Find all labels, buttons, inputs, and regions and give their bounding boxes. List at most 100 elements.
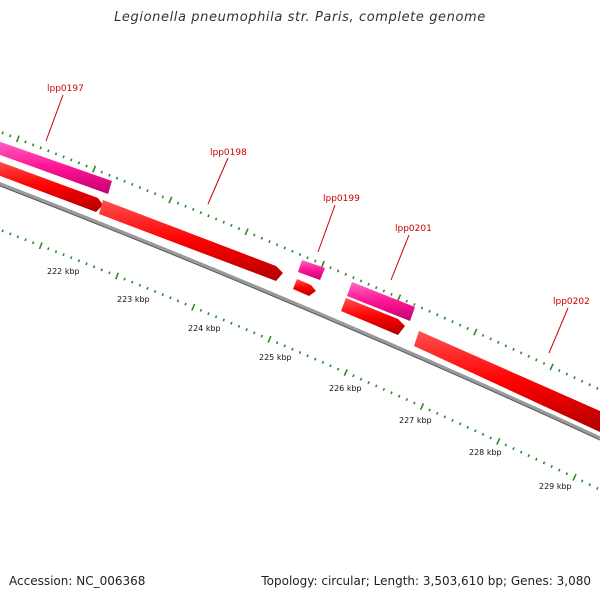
inner-minor-tick	[550, 464, 553, 469]
outer-minor-tick	[192, 207, 195, 211]
gene-label-lpp0202[interactable]: lpp0202	[553, 297, 590, 307]
gene-lpp0200-arrow[interactable]	[293, 279, 316, 296]
inner-minor-tick	[169, 296, 172, 300]
inner-minor-tick	[138, 283, 142, 287]
outer-minor-tick	[1, 131, 4, 135]
gene-lpp0198-arrow[interactable]	[99, 200, 283, 281]
gene-label-lpp0199[interactable]: lpp0199	[323, 194, 360, 204]
outer-minor-tick	[588, 383, 592, 387]
gene-label-lpp0197[interactable]: lpp0197	[47, 84, 84, 94]
inner-minor-tick	[260, 334, 264, 338]
kbp-label-227: 227 kbp	[399, 416, 432, 425]
outer-minor-tick	[512, 347, 515, 351]
outer-minor-tick	[344, 272, 348, 276]
outer-minor-tick	[214, 217, 218, 221]
outer-minor-tick	[77, 161, 81, 165]
outer-minor-tick	[458, 323, 462, 327]
inner-minor-tick	[70, 256, 73, 260]
outer-minor-tick	[31, 143, 35, 147]
outer-minor-tick	[252, 233, 256, 237]
outer-minor-tick	[260, 236, 264, 240]
inner-minor-tick	[222, 318, 226, 322]
inner-minor-tick	[275, 341, 279, 345]
inner-minor-tick	[245, 328, 248, 332]
outer-minor-tick	[153, 192, 157, 196]
outer-minor-tick	[85, 164, 88, 168]
outer-minor-tick	[47, 149, 50, 153]
inner-minor-tick	[291, 347, 294, 351]
inner-minor-tick	[504, 443, 508, 447]
inner-minor-tick	[596, 486, 599, 490]
gene-lpp0201-arrow[interactable]	[347, 282, 415, 321]
outer-minor-tick	[359, 279, 363, 283]
outer-minor-tick	[580, 379, 584, 383]
inner-minor-tick	[24, 238, 27, 242]
outer-major-tick	[15, 135, 20, 143]
inner-minor-tick	[62, 253, 65, 257]
inner-minor-tick	[237, 324, 241, 328]
inner-minor-tick	[16, 235, 20, 239]
outer-minor-tick	[481, 333, 485, 337]
gene-lpp0201b-arrow[interactable]	[341, 298, 405, 335]
inner-minor-tick	[184, 302, 187, 306]
inner-minor-tick	[382, 387, 386, 391]
inner-minor-tick	[519, 450, 523, 454]
outer-minor-tick	[161, 195, 164, 199]
outer-minor-tick	[367, 282, 370, 286]
outer-major-tick	[244, 228, 249, 236]
inner-minor-tick	[207, 312, 210, 316]
gene-label-lpp0198[interactable]: lpp0198	[210, 148, 247, 158]
outer-major-tick	[396, 294, 402, 302]
outer-minor-tick	[115, 176, 119, 180]
outer-minor-tick	[62, 155, 65, 159]
inner-minor-tick	[466, 425, 470, 429]
outer-minor-tick	[428, 309, 431, 313]
gene-lpp0196-arrow[interactable]	[0, 160, 103, 212]
inner-major-tick	[38, 242, 43, 250]
outer-minor-tick	[9, 134, 12, 138]
genome-backbone	[0, 182, 600, 440]
inner-minor-tick	[153, 289, 157, 294]
outer-minor-tick	[306, 256, 309, 260]
inner-minor-tick	[435, 411, 439, 415]
inner-minor-tick	[31, 241, 35, 245]
inner-minor-tick	[352, 374, 355, 378]
inner-minor-tick	[451, 418, 454, 422]
outer-minor-tick	[70, 158, 73, 162]
gene-lpp0199-arrow[interactable]	[298, 260, 325, 280]
outer-major-tick	[549, 363, 554, 371]
kbp-label-222: 222 kbp	[47, 267, 80, 276]
inner-minor-tick	[85, 262, 88, 266]
inner-minor-tick	[580, 479, 584, 483]
outer-major-tick	[473, 328, 478, 336]
outer-minor-tick	[405, 299, 409, 303]
gene-label-lpp0201[interactable]: lpp0201	[395, 224, 432, 234]
outer-minor-tick	[176, 201, 180, 205]
gene-lpp0202-arrow[interactable]	[414, 331, 600, 432]
outer-minor-tick	[596, 386, 599, 390]
outer-minor-tick	[291, 249, 294, 253]
gene-lpp0197-arrow[interactable]	[0, 140, 112, 194]
outer-minor-tick	[123, 179, 126, 183]
inner-minor-tick	[527, 454, 531, 458]
inner-minor-tick	[9, 232, 12, 236]
outer-minor-tick	[443, 316, 447, 320]
outer-minor-tick	[230, 223, 233, 227]
outer-minor-tick	[39, 146, 42, 150]
kbp-label-223: 223 kbp	[117, 295, 150, 304]
outer-minor-tick	[222, 220, 226, 224]
outer-minor-tick	[504, 344, 508, 348]
outer-minor-tick	[184, 204, 187, 208]
outer-major-tick	[320, 260, 326, 268]
outer-minor-tick	[329, 266, 332, 270]
outer-minor-tick	[535, 358, 538, 362]
outer-minor-tick	[466, 326, 470, 331]
inner-minor-tick	[489, 436, 492, 440]
inner-minor-tick	[413, 401, 416, 405]
inner-minor-tick	[535, 457, 538, 461]
inner-minor-tick	[367, 381, 370, 385]
inner-minor-tick	[405, 398, 409, 402]
inner-minor-tick	[100, 268, 103, 272]
outer-minor-tick	[352, 276, 355, 280]
